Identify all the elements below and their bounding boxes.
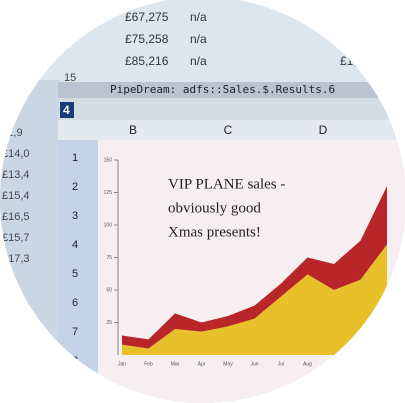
y-tick-label: 75	[106, 255, 112, 261]
y-tick-label: 25	[106, 320, 112, 326]
annotation: Xmas presents!	[168, 224, 261, 240]
y-tick-label: 150	[104, 157, 113, 163]
screen-photo: £67,275n/a£75,258n/a£1,£85,216n/a£1,2815…	[0, 0, 405, 403]
cell: n/a	[190, 54, 207, 68]
x-tick-label: Aug	[303, 361, 312, 367]
x-tick-label: Mar	[171, 361, 180, 367]
column-header: C	[224, 123, 233, 137]
cell: £75,258	[125, 32, 169, 46]
x-tick-label: Jun	[250, 361, 258, 367]
row-number: 3	[72, 210, 78, 222]
cell: 7,1	[2, 274, 17, 286]
cell-ref: 4	[63, 103, 70, 117]
cell: n/a	[190, 10, 207, 24]
cell: £16,5	[2, 211, 30, 223]
x-tick-label: May	[223, 361, 233, 367]
cell: 1,8	[2, 106, 17, 118]
x-tick-label: Jul	[278, 361, 284, 367]
cell: £17,3	[2, 253, 30, 265]
cell: £1,28	[340, 54, 370, 68]
row-number: 5	[72, 268, 78, 280]
cell: 11,9	[2, 127, 23, 139]
x-tick-label: Apr	[198, 361, 206, 367]
cell: n/a	[190, 32, 207, 46]
cell: £13,4	[2, 169, 30, 181]
y-tick-label: 125	[104, 190, 113, 196]
cell: £67,275	[125, 10, 169, 24]
row-number: 6	[72, 297, 78, 309]
row-number: 4	[72, 239, 78, 251]
y-tick-label: 100	[104, 222, 113, 228]
window-title: PipeDream: adfs::Sales.$.Results.6	[110, 83, 335, 96]
cell: £85,216	[125, 54, 169, 68]
x-tick-label: Jan	[118, 361, 126, 367]
x-tick-label: Feb	[144, 361, 153, 367]
annotation: VIP PLANE sales -	[168, 176, 285, 192]
y-tick-label: 50	[106, 287, 112, 293]
cell: £15,4	[2, 190, 30, 202]
cell: £1,	[340, 32, 357, 46]
row-number: 2	[72, 181, 78, 193]
cell: £15,7	[2, 232, 30, 244]
row-number: 8	[72, 355, 78, 367]
column-header: D	[319, 123, 328, 137]
column-header: B	[129, 123, 137, 137]
annotation: obviously good	[168, 200, 261, 216]
row-label: 15	[64, 72, 76, 84]
row-number: 7	[72, 326, 78, 338]
cell: £14,0	[2, 148, 30, 160]
row-number: 1	[72, 152, 78, 164]
